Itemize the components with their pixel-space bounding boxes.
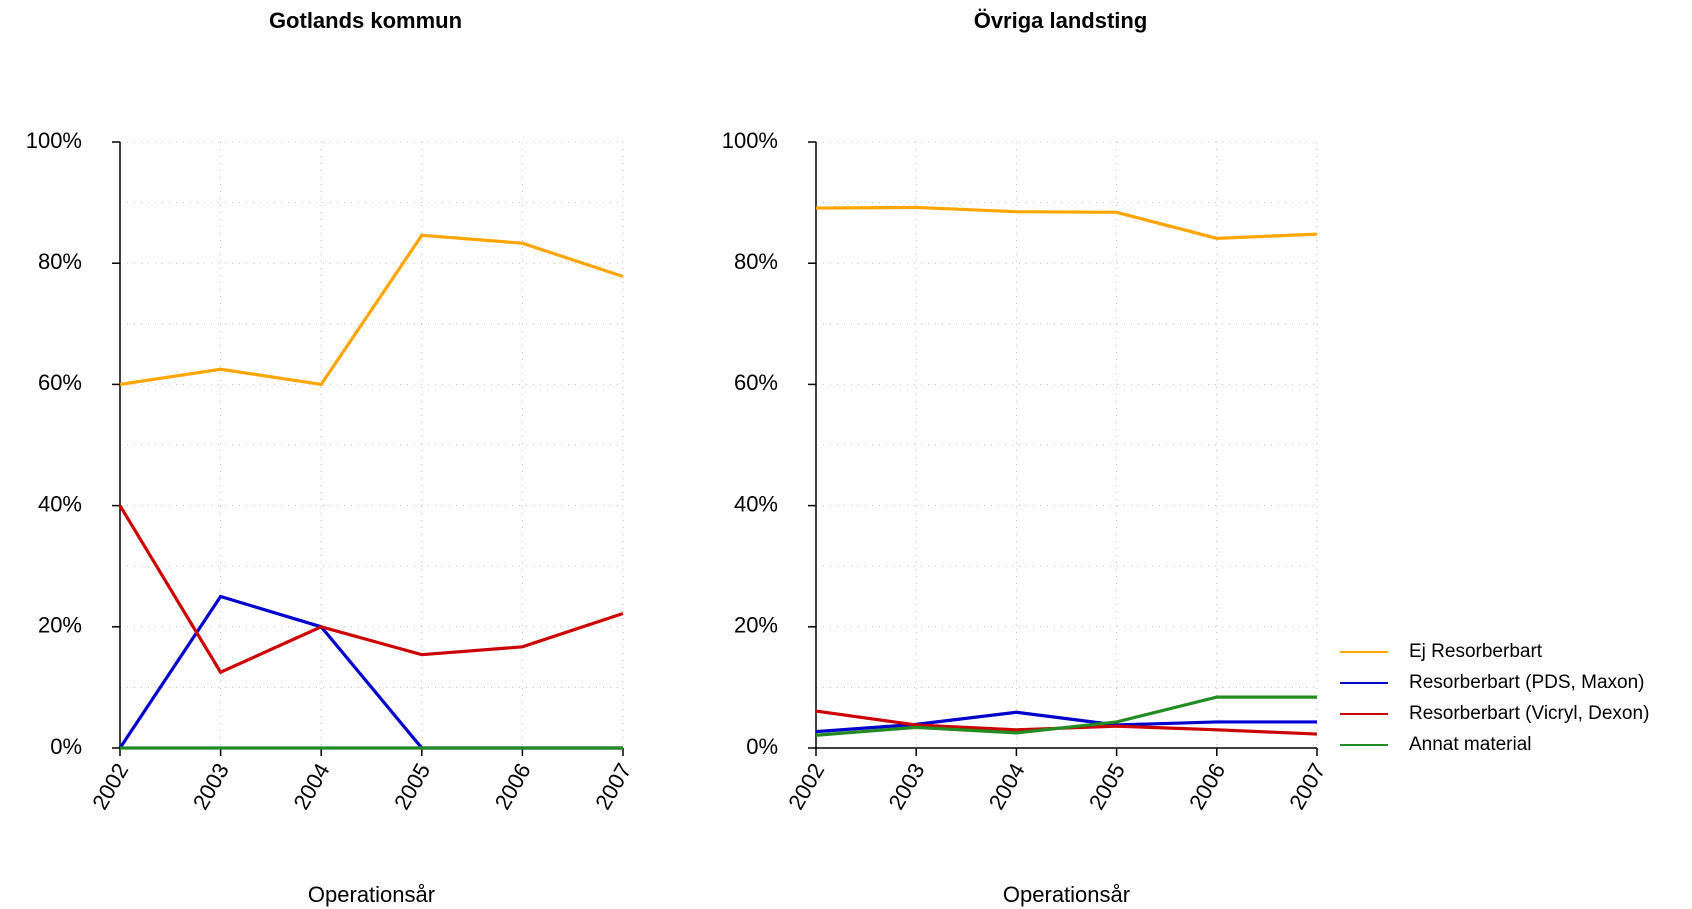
x-tick-label: 2004: [288, 759, 334, 814]
x-tick-label: 2006: [1184, 759, 1230, 814]
x-tick-label: 2007: [1284, 759, 1330, 814]
y-tick-label: 40%: [38, 491, 82, 516]
y-tick-label: 0%: [50, 734, 82, 759]
series-line: [815, 205, 1318, 240]
x-tick-label: 2003: [188, 759, 234, 814]
x-tick-label: 2006: [490, 759, 536, 814]
x-tick-label: 2003: [883, 759, 929, 814]
y-tick-label: 60%: [38, 370, 82, 395]
y-tick-label: 20%: [734, 613, 778, 638]
y-tick-label: 0%: [746, 734, 778, 759]
y-tick-label: 20%: [38, 613, 82, 638]
legend-label: Resorberbart (PDS, Maxon): [1409, 672, 1644, 693]
legend-label: Ej Resorberbart: [1409, 641, 1543, 662]
x-tick-label: 2002: [783, 759, 829, 814]
legend-label: Resorberbart (Vicryl, Dexon): [1409, 703, 1649, 724]
x-tick-label: 2005: [389, 759, 435, 814]
x-tick-label: 2007: [590, 759, 636, 814]
x-axis-label: Operationsår: [1003, 882, 1130, 907]
y-tick-label: 60%: [734, 370, 778, 395]
x-tick-label: 2005: [1084, 759, 1130, 814]
series-line: [815, 710, 1317, 734]
series-line: [815, 695, 1317, 737]
chart-title: Gotlands kommun: [269, 8, 462, 33]
y-tick-label: 100%: [26, 128, 82, 153]
y-tick-label: 100%: [722, 128, 778, 153]
legend-label: Annat material: [1409, 734, 1532, 755]
series-line: [118, 504, 624, 675]
x-tick-label: 2004: [984, 759, 1030, 814]
y-tick-label: 80%: [38, 249, 82, 274]
series-line: [118, 594, 623, 750]
chart-title: Övriga landsting: [974, 8, 1148, 33]
x-axis-label: Operationsår: [308, 882, 435, 907]
series-line: [119, 233, 624, 387]
x-tick-label: 2002: [87, 759, 133, 814]
y-tick-label: 40%: [734, 491, 778, 516]
y-tick-label: 80%: [734, 249, 778, 274]
